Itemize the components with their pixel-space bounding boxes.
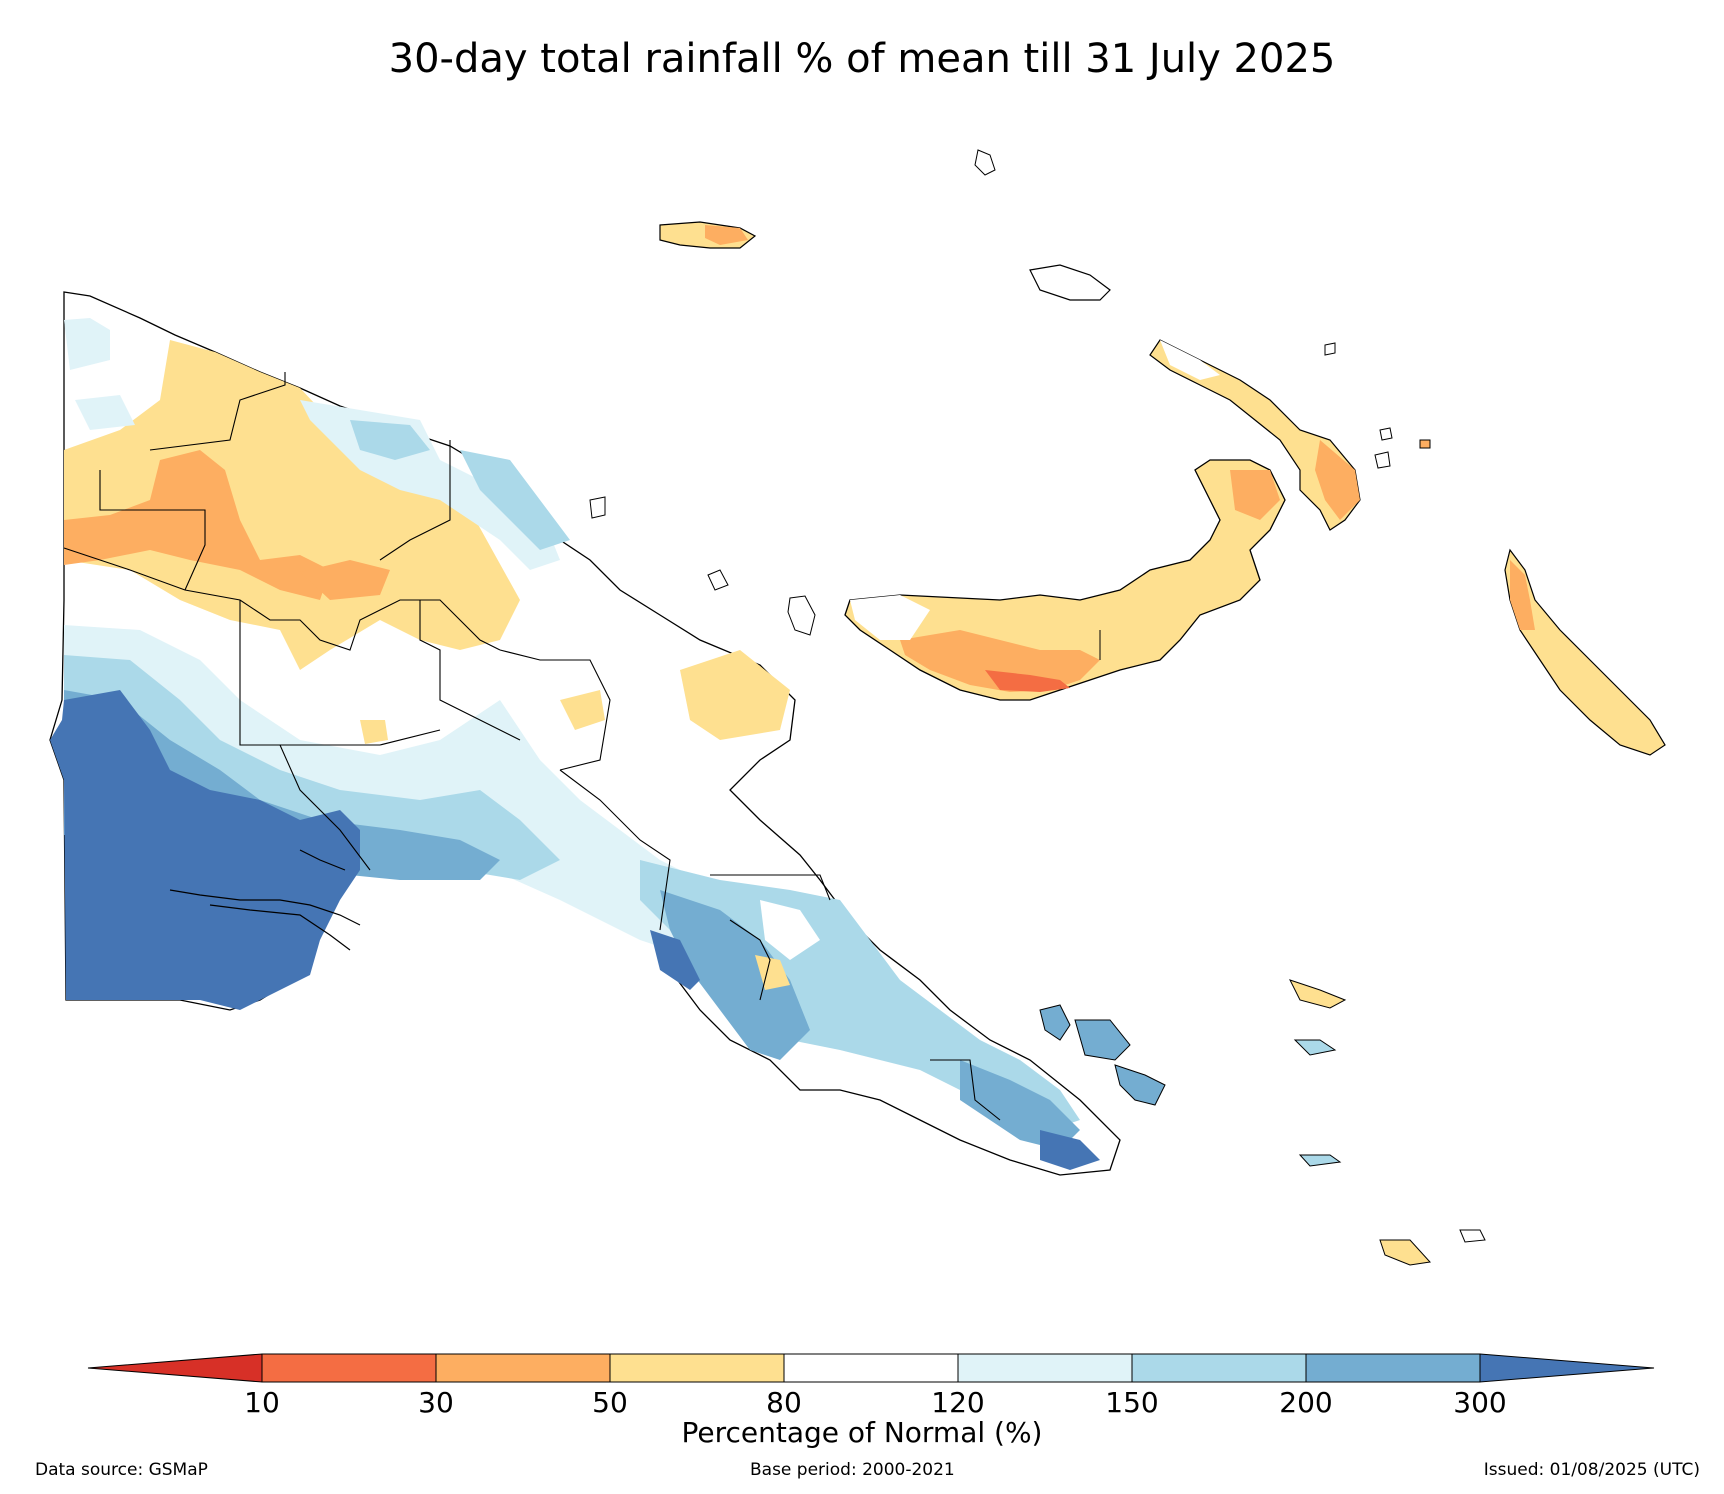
colorbar-bin [1305, 1353, 1481, 1383]
colorbar-tick: 80 [766, 1386, 802, 1419]
colorbar-label: Percentage of Normal (%) [681, 1416, 1043, 1449]
colorbar-extend-low [87, 1353, 263, 1383]
province-borders [63, 372, 1001, 1121]
map-title: 30-day total rainfall % of mean till 31 … [388, 36, 1336, 82]
small-islands [589, 149, 1486, 1266]
data-source: Data source: GSMaP [35, 1460, 208, 1480]
issued-date: Issued: 01/08/2025 (UTC) [1483, 1460, 1700, 1480]
colorbar-tick: 150 [1105, 1386, 1159, 1419]
colorbar-bin [435, 1353, 611, 1383]
new-britain [844, 459, 1286, 701]
colorbar-tick: 200 [1279, 1386, 1333, 1419]
colorbar-extend-high [1479, 1353, 1655, 1383]
bougainville [1504, 548, 1666, 756]
colorbar-tick: 30 [418, 1386, 454, 1419]
new-hanover [1029, 264, 1111, 301]
colorbar-bin [1131, 1353, 1307, 1383]
colorbar-tick: 300 [1453, 1386, 1507, 1419]
colorbar [87, 1353, 1655, 1383]
manus-island [659, 221, 757, 249]
colorbar-tick: 50 [592, 1386, 628, 1419]
colorbar-tick: 10 [244, 1386, 280, 1419]
colorbar-bin [783, 1353, 959, 1383]
colorbar-bin [609, 1353, 785, 1383]
colorbar-tick: 120 [931, 1386, 985, 1419]
dentrecasteaux-islands [1039, 1004, 1166, 1106]
colorbar-bin [261, 1353, 437, 1383]
base-period: Base period: 2000-2021 [750, 1460, 955, 1480]
colorbar-bin [957, 1353, 1133, 1383]
new-ireland [1149, 339, 1361, 531]
fly-river-estuary [169, 849, 361, 951]
